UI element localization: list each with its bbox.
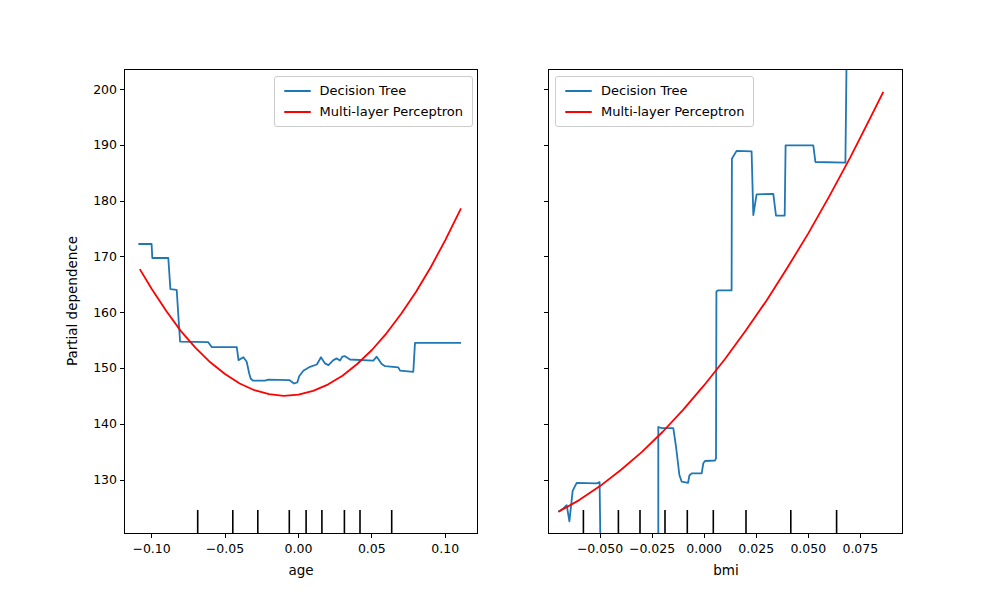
figure: Partial dependence age bmi Decision Tree…: [0, 0, 1000, 600]
y-tick-label: 200: [93, 82, 117, 97]
decile-rug-marks: [198, 510, 392, 533]
legend-label: Multi-layer Perceptron: [320, 104, 463, 120]
x-tick-label: −0.025: [629, 541, 675, 556]
age-plot-area: [125, 70, 477, 533]
x-tick-label: −0.05: [206, 541, 244, 556]
y-tick-label: 190: [93, 137, 117, 152]
y-tick-mark: [544, 256, 548, 257]
y-tick-mark: [120, 312, 124, 313]
legend-label: Decision Tree: [320, 83, 407, 99]
mlp-legend-line: [284, 111, 311, 113]
y-tick-mark: [544, 89, 548, 90]
x-tick-mark: [445, 534, 446, 538]
y-tick-label: 180: [93, 193, 117, 208]
x-tick-mark: [151, 534, 152, 538]
x-tick-label: 0.10: [431, 541, 459, 556]
x-tick-label: 0.075: [842, 541, 878, 556]
legend-entry: Multi-layer Perceptron: [284, 104, 463, 120]
legend-label: Decision Tree: [601, 83, 688, 99]
legend-entry: Multi-layer Perceptron: [565, 104, 744, 120]
legend-label: Multi-layer Perceptron: [601, 104, 744, 120]
x-tick-label: −0.050: [577, 541, 623, 556]
x-tick-mark: [652, 534, 653, 538]
legend-bmi: Decision Tree Multi-layer Perceptron: [555, 76, 754, 127]
y-tick-mark: [120, 145, 124, 146]
y-tick-label: 130: [93, 472, 117, 487]
decile-rug-marks: [583, 510, 836, 533]
y-tick-mark: [120, 256, 124, 257]
y-tick-mark: [544, 201, 548, 202]
x-tick-mark: [600, 534, 601, 538]
x-tick-label: 0.05: [358, 541, 386, 556]
x-tick-mark: [298, 534, 299, 538]
age-axes: [124, 69, 478, 534]
y-tick-mark: [544, 145, 548, 146]
y-tick-mark: [120, 89, 124, 90]
y-tick-label: 150: [93, 361, 117, 376]
x-tick-mark: [704, 534, 705, 538]
x-tick-label: 0.025: [738, 541, 774, 556]
x-tick-label: 0.00: [285, 541, 313, 556]
y-tick-mark: [120, 368, 124, 369]
bmi-axes: [548, 69, 903, 534]
legend-entry: Decision Tree: [284, 83, 463, 99]
y-tick-mark: [544, 480, 548, 481]
x-tick-mark: [756, 534, 757, 538]
x-tick-label: −0.10: [132, 541, 170, 556]
y-tick-mark: [544, 368, 548, 369]
x-axis-label-bmi: bmi: [713, 562, 738, 578]
x-tick-mark: [808, 534, 809, 538]
x-axis-label-age: age: [288, 562, 313, 578]
legend-entry: Decision Tree: [565, 83, 744, 99]
y-axis-label: Partial dependence: [64, 236, 80, 366]
y-tick-mark: [544, 424, 548, 425]
mlp-line: [558, 92, 883, 512]
bmi-plot-area: [549, 70, 902, 533]
x-tick-label: 0.050: [790, 541, 826, 556]
decision-tree-legend-line: [565, 90, 592, 92]
x-tick-mark: [371, 534, 372, 538]
legend-age: Decision Tree Multi-layer Perceptron: [274, 76, 473, 127]
x-tick-mark: [860, 534, 861, 538]
y-tick-mark: [120, 480, 124, 481]
y-tick-mark: [544, 312, 548, 313]
decision-tree-line: [138, 244, 461, 384]
mlp-legend-line: [565, 111, 592, 113]
y-tick-label: 170: [93, 249, 117, 264]
decision-tree-line: [558, 70, 846, 533]
x-tick-label: 0.000: [686, 541, 722, 556]
y-tick-mark: [120, 424, 124, 425]
y-tick-label: 160: [93, 305, 117, 320]
x-tick-mark: [225, 534, 226, 538]
decision-tree-legend-line: [284, 90, 311, 92]
y-tick-mark: [120, 201, 124, 202]
y-tick-label: 140: [93, 416, 117, 431]
